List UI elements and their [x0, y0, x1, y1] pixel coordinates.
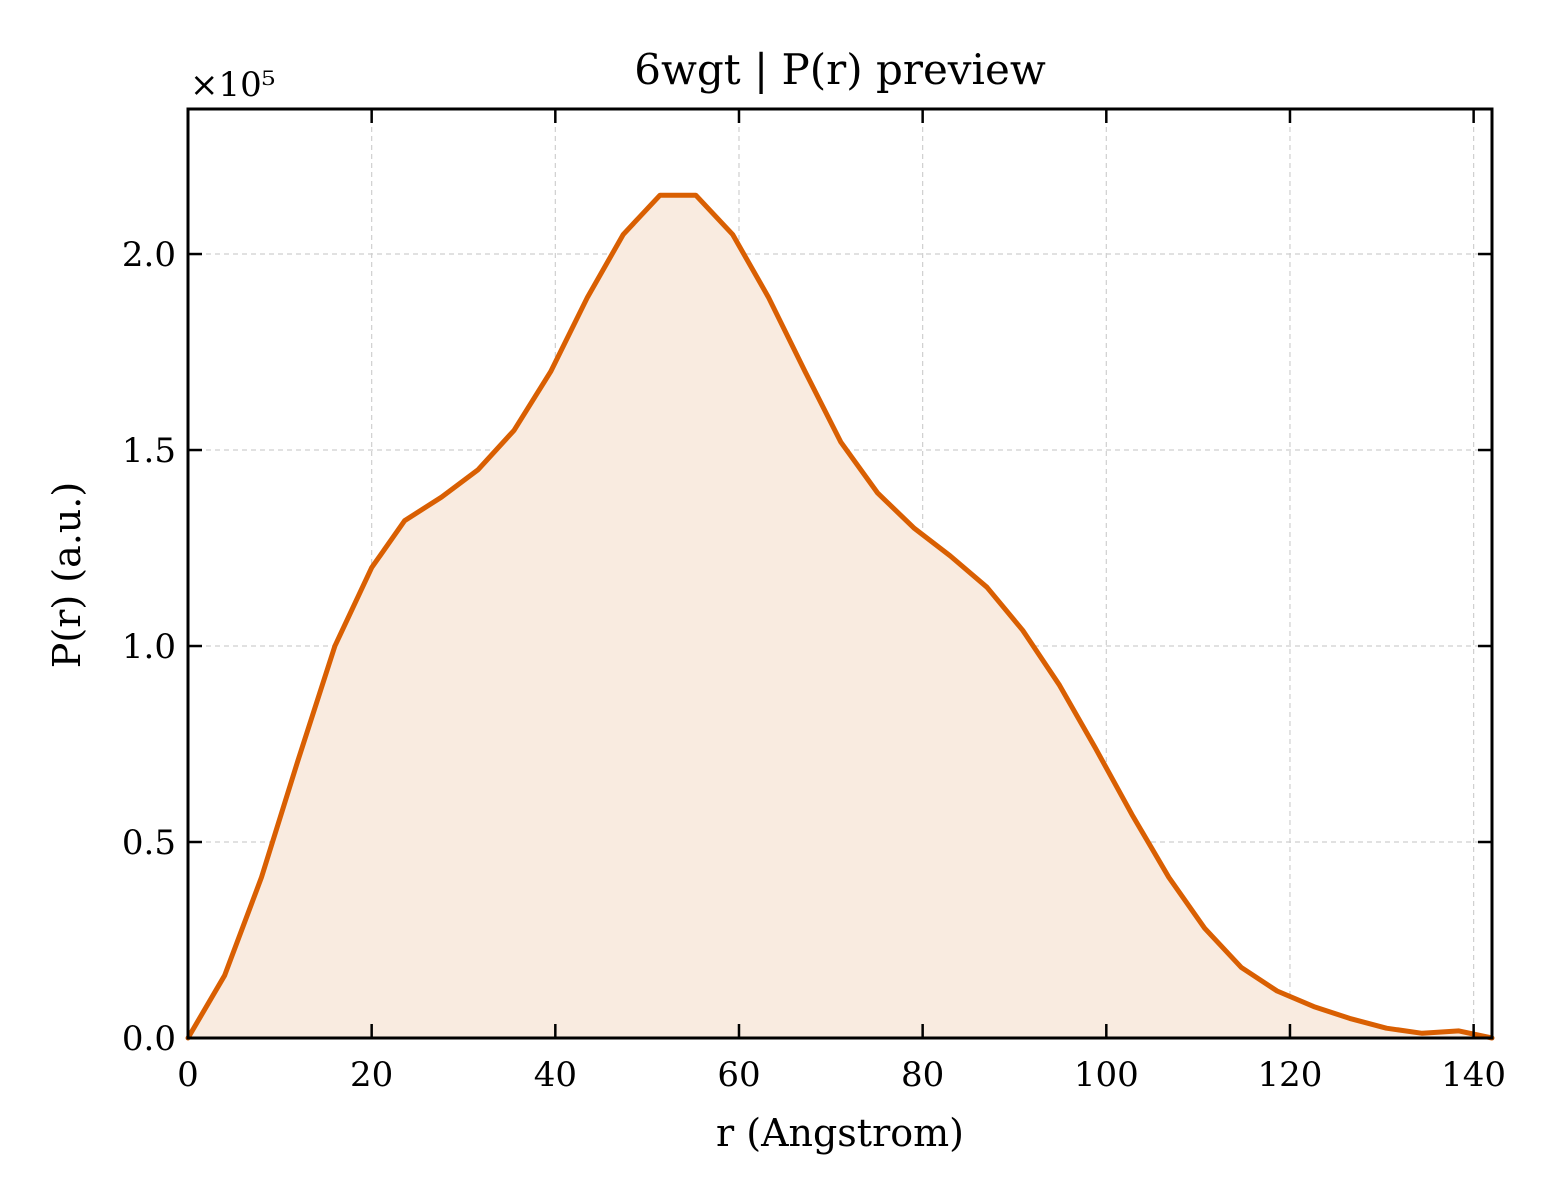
y-tick-label: 1.0 — [122, 627, 176, 667]
y-scale-label: ×10⁵ — [190, 65, 275, 105]
x-tick-label: 40 — [534, 1055, 577, 1095]
x-tick-label: 60 — [717, 1055, 760, 1095]
chart-title: 6wgt | P(r) preview — [634, 45, 1046, 94]
series-area-fill — [188, 195, 1492, 1038]
x-tick-label: 0 — [177, 1055, 199, 1095]
plot-frame — [186, 107, 1494, 1040]
y-tick-label: 2.0 — [122, 235, 176, 275]
y-tick-label: 0.5 — [122, 823, 176, 863]
x-tick-label: 120 — [1258, 1055, 1323, 1095]
y-tick-label: 1.5 — [122, 431, 176, 471]
x-tick-label: 140 — [1441, 1055, 1506, 1095]
series-line — [185, 192, 1495, 1041]
y-tick-label: 0.0 — [122, 1019, 176, 1059]
x-axis-label: r (Angstrom) — [716, 1111, 964, 1155]
x-tick-label: 20 — [350, 1055, 393, 1095]
ticks: 0 20 40 60 80 100 120 140 0.0 0.5 1.0 1.5 2.0 — [122, 109, 1506, 1095]
x-tick-label: 100 — [1074, 1055, 1139, 1095]
x-tick-label: 80 — [901, 1055, 944, 1095]
y-axis-label: P(r) (a.u.) — [45, 482, 89, 668]
